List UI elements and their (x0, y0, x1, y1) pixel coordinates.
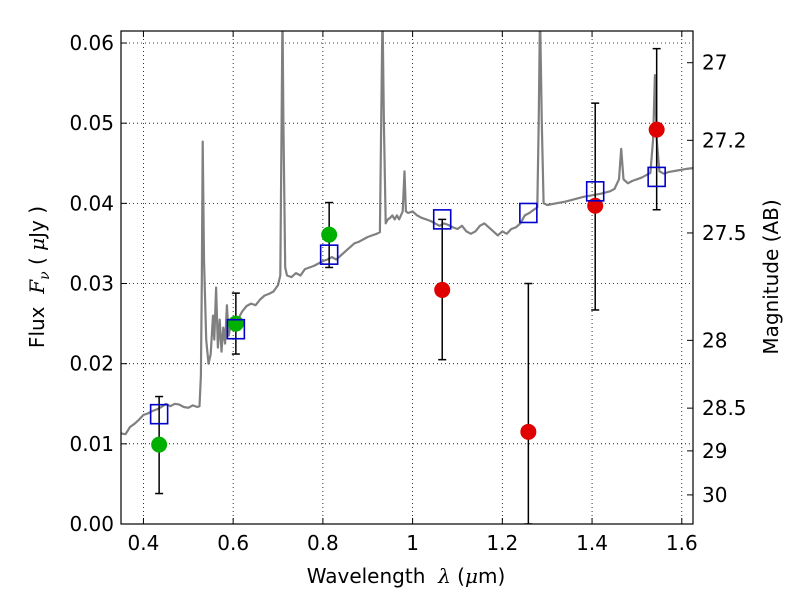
markers (149, 121, 666, 453)
right-tick-label: 27.2 (702, 128, 747, 152)
y-axis-unit-mu: μ (25, 238, 49, 251)
data-point (151, 436, 168, 453)
right-tick-label: 27.5 (702, 221, 747, 245)
x-tick-label: 1.2 (486, 531, 518, 555)
model-point (226, 318, 246, 340)
x-axis-label-text: Wavelength (307, 564, 426, 588)
y-axis-subscript: ν (37, 271, 53, 280)
error-bars (155, 47, 661, 524)
right-tick-label: 27 (702, 51, 727, 75)
y-tick-label: 0.00 (69, 512, 114, 536)
x-axis-unit-open: ( (451, 564, 465, 588)
y-tick-label: 0.06 (69, 31, 114, 55)
right-tick-label: 28 (702, 328, 727, 352)
grid (121, 31, 693, 525)
right-tick-label: 28.5 (702, 396, 747, 420)
x-tick-label: 0.8 (307, 531, 339, 555)
x-tick-label: 1.4 (576, 531, 608, 555)
x-tick-label: 1 (406, 531, 419, 555)
x-tick-label: 0.4 (128, 531, 160, 555)
data-point (520, 423, 537, 440)
data-point (321, 226, 338, 243)
model-point (647, 166, 666, 188)
model-point (519, 202, 538, 224)
spectrum-line (121, 31, 693, 436)
x-axis-label: Wavelength λ (μm) (307, 564, 506, 588)
model-point (432, 209, 452, 230)
y-tick-label: 0.05 (69, 111, 114, 135)
y-axis-label: Flux Fν ( μJy ) (25, 206, 53, 348)
x-tick-label: 0.6 (217, 531, 249, 555)
data-point (227, 315, 244, 332)
x-axis-unit-rest: m) (478, 564, 505, 588)
x-axis-symbol: λ (437, 564, 451, 588)
right-axis-label: Magnitude (AB) (759, 199, 783, 354)
plot-frame (120, 30, 694, 525)
right-tick-label: 30 (702, 483, 727, 507)
y-axis-symbol: F (25, 279, 49, 295)
data-point (434, 281, 451, 298)
y-tick-label: 0.03 (69, 272, 114, 296)
x-tick-label: 1.6 (666, 531, 698, 555)
y-tick-label: 0.01 (69, 432, 114, 456)
y-tick-label: 0.02 (69, 352, 114, 376)
data-point (648, 121, 665, 138)
y-axis-unit-open: ( (25, 251, 49, 272)
y-axis-unit-rest: Jy ) (25, 206, 49, 240)
ticks: 0.4 0.6 0.8 1 1.2 1.4 1.6 0.00 0.01 0.02 0.03 0.04 0… (69, 31, 747, 555)
right-tick-label: 29 (702, 439, 727, 463)
x-axis-unit-mu: μ (465, 564, 478, 588)
model-point (585, 181, 605, 202)
y-axis-label-text: Flux (25, 306, 49, 348)
spectrum (121, 31, 693, 436)
model-point (149, 403, 169, 425)
y-tick-label: 0.04 (69, 191, 114, 215)
data-point (587, 197, 604, 214)
model-point (319, 244, 339, 265)
